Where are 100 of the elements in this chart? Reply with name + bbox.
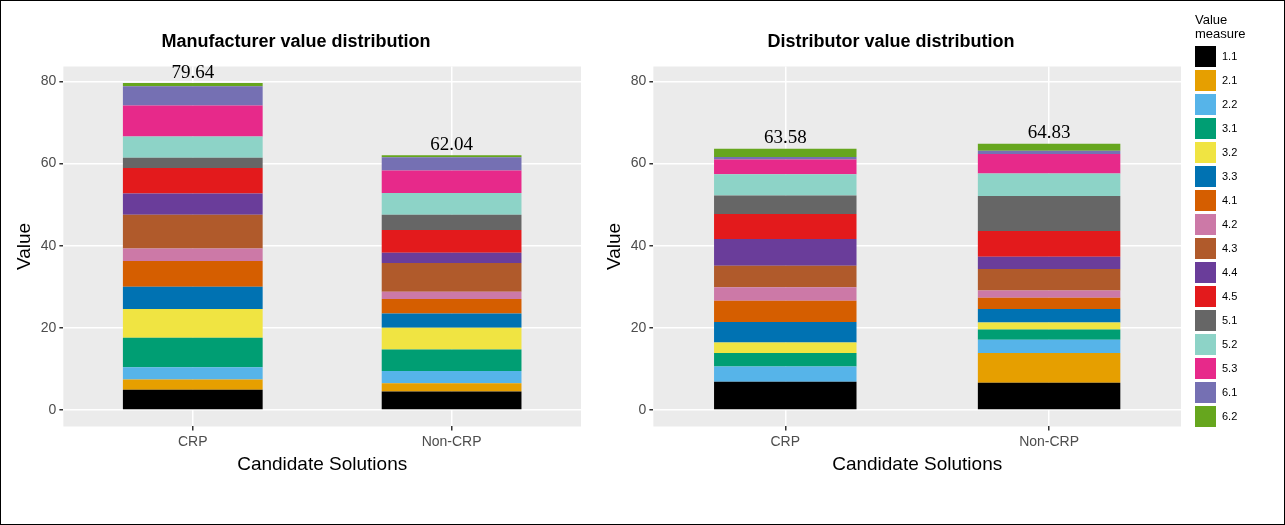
legend-label: 4.1 <box>1222 193 1238 207</box>
x-axis-title: Candidate Solutions <box>237 452 408 474</box>
bar <box>122 193 263 215</box>
y-tick-label: 80 <box>630 72 647 89</box>
legend-label: 1.1 <box>1222 49 1238 63</box>
x-tick-label: CRP <box>770 432 801 449</box>
chart-title: Distributor value distribution <box>767 30 1015 51</box>
total-label: 63.58 <box>763 126 807 148</box>
chart-title: Manufacturer value distribution <box>161 30 431 51</box>
bar <box>122 308 263 338</box>
bar <box>977 195 1121 231</box>
y-axis-title: Value <box>602 222 624 271</box>
legend-label: 3.1 <box>1222 121 1238 135</box>
bar <box>977 290 1121 298</box>
bar <box>381 391 522 410</box>
legend-label: 6.1 <box>1222 385 1238 399</box>
bar <box>381 252 522 263</box>
y-tick-label: 40 <box>630 236 647 253</box>
bar <box>977 352 1121 383</box>
bar <box>977 173 1121 196</box>
y-tick-label: 40 <box>40 236 57 253</box>
legend-label: 4.4 <box>1222 265 1238 279</box>
bar <box>122 248 263 261</box>
total-label: 64.83 <box>1027 121 1071 143</box>
legend-label: 2.2 <box>1222 97 1238 111</box>
x-tick-label: Non-CRP <box>421 432 482 449</box>
legend-label: 6.2 <box>1222 409 1238 423</box>
bar <box>714 300 857 323</box>
y-axis-title: Value <box>12 222 34 271</box>
bar <box>714 342 857 353</box>
bar <box>977 154 1121 174</box>
bar <box>714 174 857 196</box>
bar <box>714 239 857 266</box>
bar <box>381 299 522 314</box>
bar <box>381 370 522 384</box>
bar <box>714 381 857 410</box>
y-tick-label: 20 <box>40 318 57 335</box>
y-tick-label: 60 <box>630 154 647 171</box>
bar <box>714 265 857 288</box>
bar <box>977 297 1121 309</box>
bar <box>381 157 522 171</box>
legend-label: 2.1 <box>1222 73 1238 87</box>
bar <box>381 313 522 328</box>
bar <box>977 143 1121 151</box>
bar <box>122 105 263 137</box>
bar <box>714 322 857 343</box>
bar <box>122 337 263 368</box>
bar <box>381 193 522 215</box>
bar <box>381 291 522 300</box>
total-label: 62.04 <box>430 132 474 154</box>
bar <box>381 230 522 253</box>
bar <box>714 148 857 157</box>
bar <box>977 150 1121 155</box>
y-tick-label: 60 <box>40 154 57 171</box>
bar <box>122 389 263 410</box>
bar <box>714 214 857 240</box>
bar <box>714 195 857 215</box>
bar <box>122 168 263 194</box>
y-tick-label: 0 <box>48 400 57 417</box>
legend-label: 4.2 <box>1222 217 1238 231</box>
y-tick-label: 0 <box>638 400 647 417</box>
bar <box>977 256 1121 270</box>
bar <box>977 308 1121 323</box>
x-tick-label: CRP <box>178 432 208 449</box>
legend-label: 5.2 <box>1222 337 1238 351</box>
bar <box>381 327 522 350</box>
bar <box>122 157 263 169</box>
bar <box>977 269 1121 291</box>
total-label: 79.64 <box>171 60 215 82</box>
bar <box>977 329 1121 340</box>
bar <box>381 262 522 292</box>
bar <box>381 383 522 392</box>
bar <box>122 136 263 158</box>
bar <box>122 367 263 380</box>
bar <box>977 230 1121 257</box>
legend-label: 5.1 <box>1222 313 1238 327</box>
bar <box>977 382 1121 410</box>
y-tick-label: 80 <box>40 72 57 89</box>
bar <box>381 170 522 194</box>
legend-label: 4.5 <box>1222 289 1238 303</box>
bar <box>381 155 522 158</box>
bar <box>122 83 263 87</box>
legend-label: 3.2 <box>1222 145 1238 159</box>
y-tick-label: 20 <box>630 318 647 335</box>
legend-title: Value measure <box>1195 12 1247 41</box>
x-axis-title: Candidate Solutions <box>832 452 1003 474</box>
legend-label: 4.3 <box>1222 241 1238 255</box>
bar <box>381 214 522 231</box>
bar <box>381 349 522 371</box>
bar <box>714 366 857 382</box>
legend-label: 5.3 <box>1222 361 1238 375</box>
bar <box>714 352 857 367</box>
bar <box>122 86 263 106</box>
bar <box>122 214 263 249</box>
legend-label: 3.3 <box>1222 169 1238 183</box>
bar <box>122 260 263 287</box>
bar <box>977 322 1121 330</box>
bar <box>714 287 857 301</box>
bar <box>714 159 857 175</box>
x-tick-label: Non-CRP <box>1019 432 1080 449</box>
